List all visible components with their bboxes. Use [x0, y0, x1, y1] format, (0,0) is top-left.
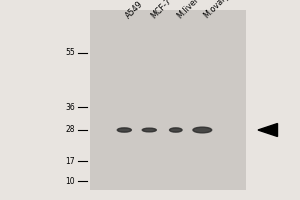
Text: 17: 17 [65, 157, 75, 166]
Text: M.ovary: M.ovary [202, 0, 232, 20]
Text: M.liver: M.liver [176, 0, 201, 20]
Text: MCF-7: MCF-7 [149, 0, 173, 20]
Ellipse shape [142, 128, 156, 132]
Ellipse shape [117, 128, 131, 132]
Text: 55: 55 [65, 48, 75, 57]
Ellipse shape [169, 128, 182, 132]
Text: 28: 28 [65, 126, 75, 135]
Ellipse shape [193, 127, 212, 133]
Text: 36: 36 [65, 103, 75, 112]
Text: 10: 10 [65, 177, 75, 186]
Text: A549: A549 [124, 0, 146, 20]
